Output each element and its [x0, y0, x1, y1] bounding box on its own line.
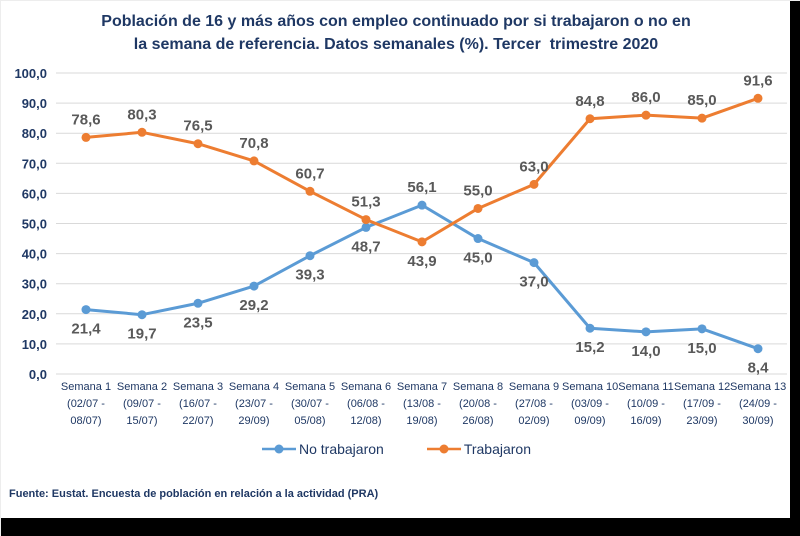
data-point-trabajaron [473, 203, 483, 213]
y-axis-tick-label: 50,0 [22, 217, 47, 232]
x-axis-labels: Semana 1 (02/07 -08/07) Semana 2 (09/07 -15… [58, 379, 786, 430]
y-axis-tick-label: 60,0 [22, 186, 47, 201]
data-point-trabajaron [305, 186, 315, 196]
data-label-no-trabajaron: 37,0 [519, 274, 548, 291]
data-point-no-trabajaron [361, 222, 371, 232]
data-label-no-trabajaron: 21,4 [71, 321, 101, 338]
data-point-trabajaron [193, 139, 203, 149]
y-axis-tick-label: 80,0 [22, 126, 47, 141]
source-note: Fuente: Eustat. Encuesta de población en… [9, 488, 379, 500]
data-point-no-trabajaron [473, 234, 483, 244]
x-axis-category-label: Semana 8 (20/08 -26/08) [452, 381, 504, 427]
data-label-trabajaron: 70,8 [239, 135, 268, 152]
x-axis-category-label: Semana 9 (27/08 -02/09) [508, 381, 560, 427]
legend-item-trabajaron: Trabajaron [426, 441, 531, 457]
data-label-trabajaron: 60,7 [295, 165, 324, 182]
data-point-no-trabajaron [81, 305, 91, 315]
data-label-no-trabajaron: 23,5 [183, 314, 212, 331]
black-bar-bottom [1, 518, 800, 536]
x-axis-category-label: Semana 11 (10/09 -16/09) [618, 381, 674, 427]
y-axis-tick-label: 70,0 [22, 156, 47, 171]
data-label-no-trabajaron: 15,0 [687, 340, 716, 357]
data-point-trabajaron [137, 127, 147, 137]
data-label-no-trabajaron: 19,7 [127, 326, 156, 343]
chart-title-line-2: la semana de referencia. Datos semanales… [133, 36, 659, 53]
y-axis-tick-label: 10,0 [22, 337, 47, 352]
data-label-no-trabajaron: 39,3 [295, 267, 324, 284]
data-label-trabajaron: 55,0 [463, 182, 492, 199]
data-point-trabajaron [417, 237, 427, 247]
data-label-trabajaron: 80,3 [127, 106, 156, 123]
data-point-trabajaron [529, 179, 539, 189]
data-label-no-trabajaron: 15,2 [575, 339, 604, 356]
x-axis-category-label: Semana 1 (02/07 -08/07) [60, 381, 112, 427]
data-point-no-trabajaron [641, 327, 651, 337]
data-label-trabajaron: 91,6 [743, 72, 772, 89]
data-point-no-trabajaron [417, 200, 427, 210]
data-label-trabajaron: 86,0 [631, 89, 660, 106]
y-axis-tick-label: 0,0 [29, 367, 47, 382]
x-axis-category-label: Semana 12 (17/09 -23/09) [674, 381, 731, 427]
data-label-trabajaron: 43,9 [407, 253, 436, 270]
data-label-no-trabajaron: 29,2 [239, 297, 268, 314]
data-point-no-trabajaron [753, 344, 763, 354]
data-point-trabajaron [697, 113, 707, 123]
data-label-trabajaron: 63,0 [519, 158, 548, 175]
data-label-no-trabajaron: 56,1 [407, 179, 436, 196]
data-point-no-trabajaron [529, 258, 539, 268]
data-label-trabajaron: 85,0 [687, 92, 716, 109]
legend-label: No trabajaron [298, 441, 384, 457]
black-bar-right [790, 1, 800, 536]
data-point-trabajaron [81, 132, 91, 142]
data-point-no-trabajaron [137, 310, 147, 320]
data-point-trabajaron [585, 114, 595, 124]
data-label-no-trabajaron: 8,4 [748, 360, 770, 377]
data-label-no-trabajaron: 45,0 [463, 250, 492, 267]
y-axis-tick-label: 90,0 [22, 96, 47, 111]
x-axis-category-label: Semana 10 (03/09 -09/09) [562, 381, 619, 427]
x-axis-category-label: Semana 5 (30/07 -05/08) [284, 381, 336, 427]
y-axis-tick-label: 20,0 [22, 307, 47, 322]
x-axis-category-label: Semana 3 (16/07 -22/07) [172, 381, 224, 427]
data-label-no-trabajaron: 48,7 [351, 238, 380, 255]
y-axis-tick-label: 30,0 [22, 277, 47, 292]
data-label-trabajaron: 78,6 [71, 111, 100, 128]
legend-label: Trabajaron [463, 441, 531, 457]
data-point-no-trabajaron [697, 324, 707, 334]
chart-title: Población de 16 y más años con empleo co… [1, 10, 791, 56]
legend-marker-no-trabajaron [261, 444, 296, 454]
data-label-trabajaron: 76,5 [183, 118, 212, 135]
y-axis-tick-label: 100,0 [14, 66, 47, 81]
legend-dot [274, 444, 284, 454]
x-axis-category-label: Semana 13 (24/09 -30/09) [730, 381, 787, 427]
legend-item-no-trabajaron: No trabajaron [261, 441, 384, 457]
data-point-no-trabajaron [193, 298, 203, 308]
data-point-no-trabajaron [249, 281, 259, 291]
chart-title-line-1: Población de 16 y más años con empleo co… [101, 13, 691, 30]
legend-dot [439, 444, 449, 454]
x-axis-category-label: Semana 7 (13/08 -19/08) [396, 381, 448, 427]
y-axis-tick-label: 40,0 [22, 247, 47, 262]
x-axis-category-label: Semana 6 (06/08 -12/08) [340, 381, 392, 427]
legend-marker-trabajaron [426, 444, 461, 454]
data-point-no-trabajaron [585, 323, 595, 333]
data-point-trabajaron [249, 156, 259, 166]
chart-legend: No trabajaron Trabajaron [1, 441, 791, 457]
data-point-trabajaron [361, 215, 371, 225]
data-label-trabajaron: 84,8 [575, 93, 604, 110]
data-label-no-trabajaron: 14,0 [631, 343, 660, 360]
data-point-trabajaron [641, 110, 651, 120]
data-point-no-trabajaron [305, 251, 315, 261]
data-point-trabajaron [753, 93, 763, 103]
x-axis-category-label: Semana 2 (09/07 -15/07) [116, 381, 168, 427]
data-label-trabajaron: 51,3 [351, 194, 380, 211]
x-axis-category-label: Semana 4 (23/07 -29/09) [228, 381, 280, 427]
